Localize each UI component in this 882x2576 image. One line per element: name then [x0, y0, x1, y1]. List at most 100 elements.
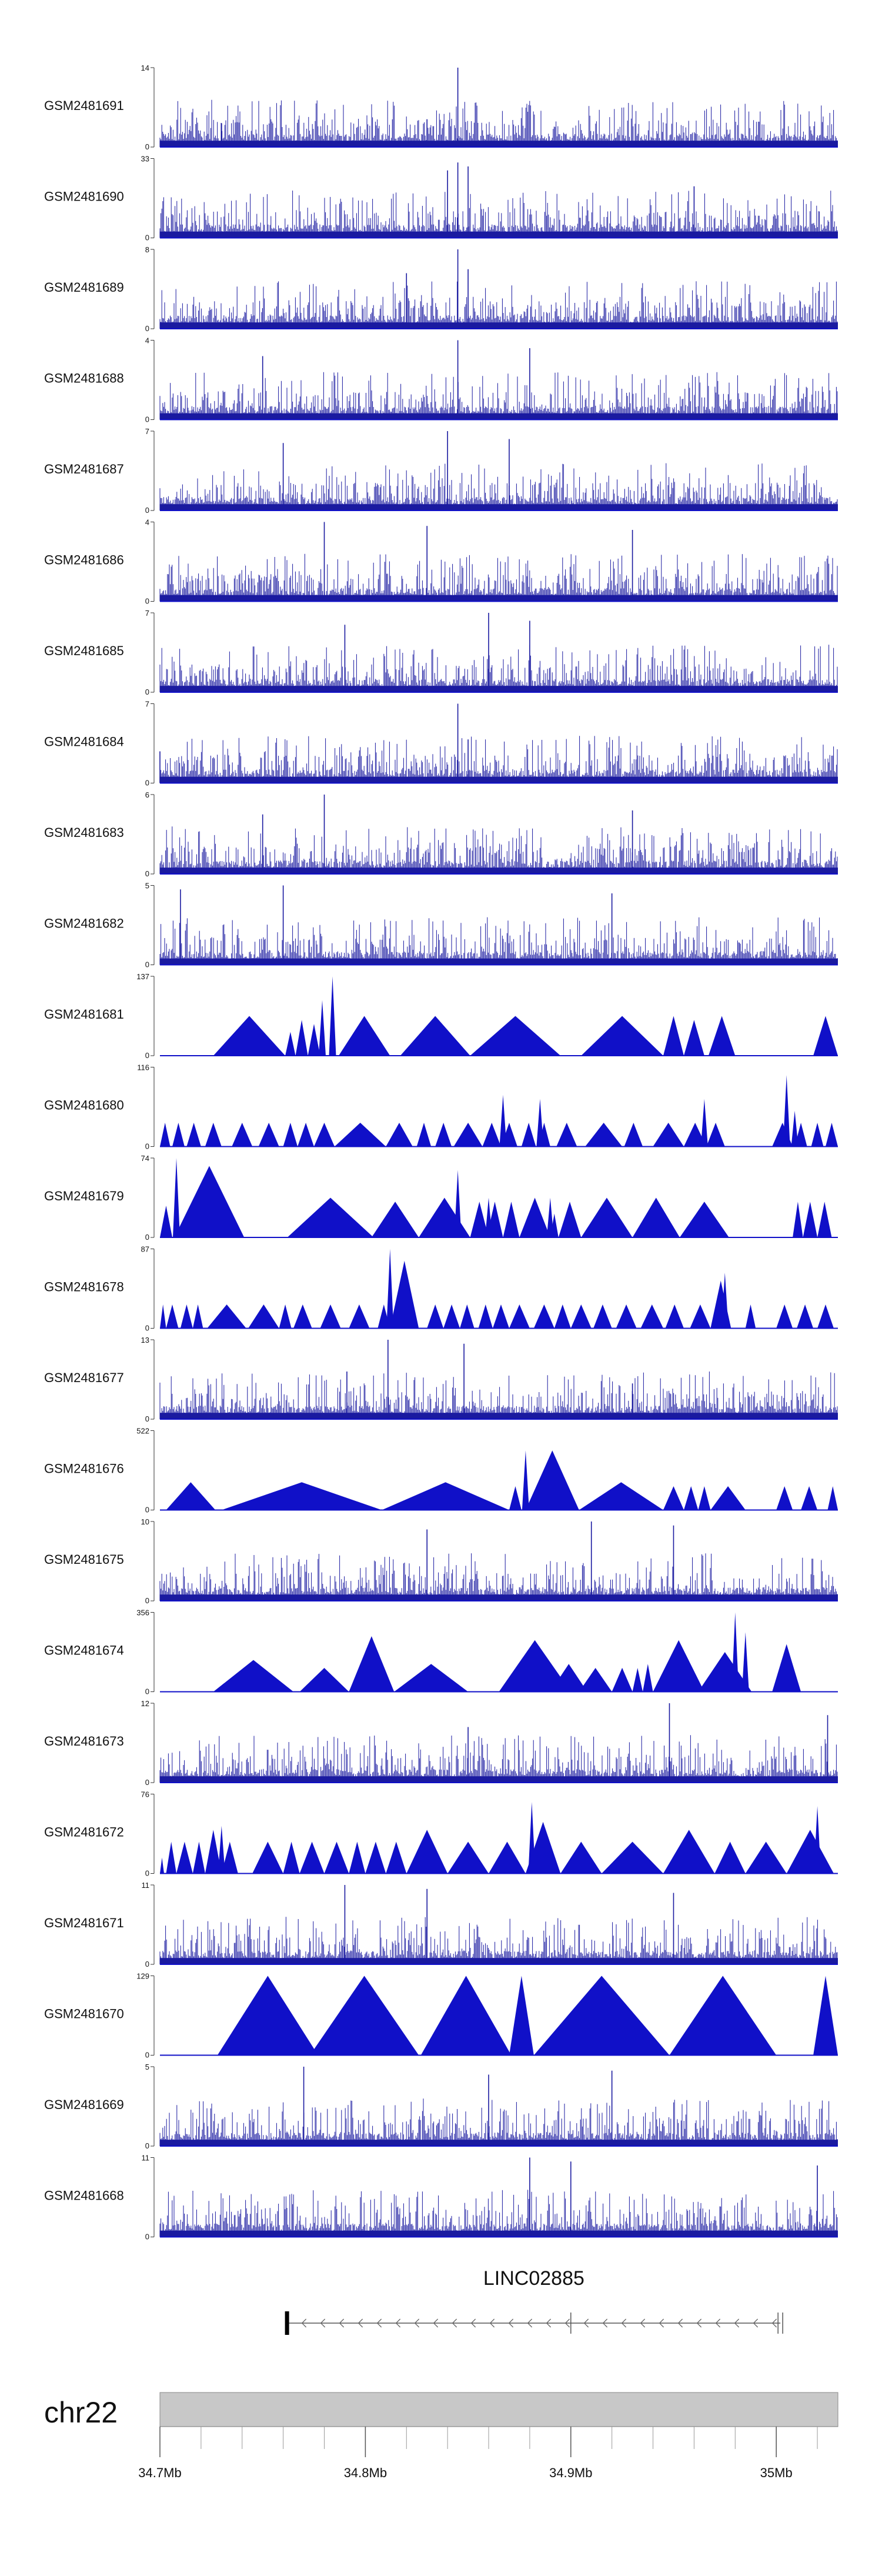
coverage-triangle [602, 1841, 663, 1874]
track-label: GSM2481671 [44, 1916, 124, 1930]
coverage-spike [218, 1826, 225, 1874]
coverage-triangle [443, 1304, 460, 1329]
coverage-triangle [298, 1123, 314, 1147]
coverage-spike [731, 1612, 739, 1692]
strand-arrow [715, 2318, 721, 2328]
coverage-triangle [663, 1016, 684, 1056]
track-label: GSM2481687 [44, 462, 124, 476]
coverage-triangle [669, 1976, 777, 2056]
coverage-baseline-band [160, 595, 838, 602]
signal-tracks: GSM2481691140GSM2481690330GSM248168980GS… [44, 64, 838, 2241]
coverage-triangle [776, 1304, 793, 1329]
strand-arrow [527, 2318, 533, 2328]
coverage-baseline-band [160, 1958, 838, 1964]
y-min-label: 0 [145, 1142, 149, 1151]
coverage-spike [741, 1632, 749, 1692]
coverage-spike [546, 1197, 554, 1237]
coverage-triangle [581, 1197, 633, 1237]
tick-label: 34.9Mb [549, 2465, 592, 2480]
coverage-triangle [793, 1202, 803, 1237]
track-GSM2481690: GSM2481690 33 0 [44, 155, 838, 242]
coverage-triangle [653, 1123, 684, 1147]
track-label: GSM2481670 [44, 2007, 124, 2021]
coverage-spike [329, 976, 336, 1056]
y-max-label: 7 [145, 609, 149, 618]
coverage-spike [814, 1806, 821, 1874]
y-min-label: 0 [145, 506, 149, 515]
coverage-spike [522, 1450, 529, 1510]
coverage-triangle [708, 1016, 736, 1056]
coverage-triangle [813, 1016, 838, 1056]
coverage-triangle [801, 1486, 818, 1510]
coverage-triangle [166, 1304, 179, 1329]
y-min-label: 0 [145, 324, 149, 333]
y-min-label: 0 [145, 1778, 149, 1787]
coverage-triangle [339, 1016, 390, 1056]
y-max-label: 33 [141, 155, 149, 163]
coverage-spike [454, 1170, 462, 1237]
coverage-baseline-band [160, 1594, 838, 1601]
coverage-triangle [213, 1016, 286, 1056]
coverage-baseline-band [160, 1776, 838, 1783]
coverage-triangle [786, 1830, 834, 1874]
tick-label: 34.8Mb [344, 2465, 387, 2480]
track-GSM2481671: GSM2481671 11 0 [44, 1881, 838, 1968]
coverage-baseline-band [160, 504, 838, 510]
track-GSM2481669: GSM2481669 5 0 [44, 2063, 838, 2150]
coverage-signal [159, 1735, 838, 1783]
coverage-triangle [221, 1841, 238, 1874]
coverage-signal [159, 1372, 838, 1419]
coverage-signal [159, 281, 838, 329]
track-label: GSM2481674 [44, 1643, 124, 1658]
coverage-triangle [320, 1304, 341, 1329]
coverage-signal [159, 372, 838, 420]
coverage-triangle [616, 1304, 637, 1329]
strand-arrow [395, 2318, 401, 2328]
coverage-triangle [698, 1652, 752, 1692]
coverage-triangle [710, 1486, 746, 1510]
y-min-label: 0 [145, 2233, 149, 2241]
coverage-triangle [174, 1166, 245, 1237]
coverage-triangle [797, 1304, 814, 1329]
chromosome-label: chr22 [44, 2396, 118, 2429]
coverage-spike [528, 1802, 536, 1874]
coverage-triangle [710, 1280, 731, 1329]
y-max-label: 14 [141, 64, 149, 72]
y-min-label: 0 [145, 1596, 149, 1605]
y-max-label: 5 [145, 882, 149, 890]
coverage-triangle [299, 1841, 325, 1874]
gene-label: LINC02885 [483, 2267, 584, 2290]
coverage-triangle [324, 1841, 349, 1874]
coverage-triangle [593, 1304, 612, 1329]
coverage-triangle [640, 1304, 663, 1329]
track-label: GSM2481679 [44, 1189, 124, 1203]
track-GSM2481675: GSM2481675 10 0 [44, 1517, 838, 1605]
coverage-triangle [349, 1636, 395, 1692]
coverage-triangle [579, 1482, 663, 1510]
track-label: GSM2481678 [44, 1280, 124, 1294]
coverage-triangle [248, 1304, 279, 1329]
coverage-triangle [160, 1304, 166, 1329]
strand-arrow [433, 2318, 439, 2328]
track-GSM2481673: GSM2481673 12 0 [44, 1699, 838, 1787]
coverage-triangle [503, 1202, 520, 1237]
coverage-triangle [207, 1304, 246, 1329]
coverage-triangle [581, 1016, 663, 1056]
track-GSM2481674: GSM2481674 356 0 [44, 1609, 838, 1696]
track-label: GSM2481677 [44, 1370, 124, 1385]
strand-arrow [376, 2318, 382, 2328]
track-label: GSM2481685 [44, 643, 124, 658]
coverage-triangle [435, 1123, 452, 1147]
coverage-triangle [160, 1206, 172, 1237]
coverage-spike [783, 1075, 790, 1147]
strand-arrow [621, 2318, 627, 2328]
coverage-triangle [419, 1197, 470, 1237]
strand-arrow [753, 2318, 759, 2328]
y-min-label: 0 [145, 142, 149, 151]
y-min-label: 0 [145, 415, 149, 424]
coverage-triangle [521, 1123, 536, 1147]
track-label: GSM2481691 [44, 98, 124, 113]
gene-exon [285, 2311, 289, 2335]
track-GSM2481684: GSM2481684 7 0 [44, 700, 838, 788]
coverage-triangle [478, 1304, 493, 1329]
